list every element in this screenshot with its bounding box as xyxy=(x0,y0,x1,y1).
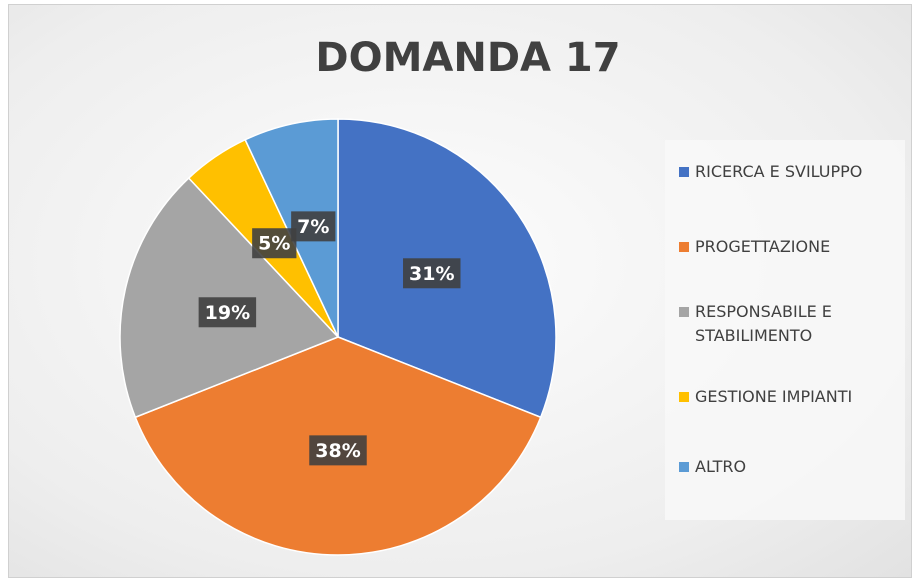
data-label xyxy=(252,228,297,259)
legend-label: GESTIONE IMPIANTI xyxy=(695,387,853,406)
data-label-text: 19% xyxy=(205,302,250,324)
data-label-text: 5% xyxy=(258,233,290,255)
legend: RICERCA E SVILUPPO PROGETTAZIONE RESPONSAB… xyxy=(665,140,905,520)
legend-swatch xyxy=(679,242,689,252)
data-label-text: 7% xyxy=(297,216,329,238)
data-label-box xyxy=(198,297,257,328)
legend-label: ALTRO xyxy=(695,457,747,476)
data-label-box xyxy=(403,258,461,289)
legend-swatch xyxy=(679,462,689,472)
chart-title: DOMANDA 17 xyxy=(315,35,620,81)
legend-entry: ALTRO xyxy=(679,455,901,479)
legend-entry: RICERCA E SVILUPPO xyxy=(679,160,901,184)
legend-label: PROGETTAZIONE xyxy=(695,237,831,256)
legend-entry: PROGETTAZIONE xyxy=(679,235,901,259)
legend-entry: RESPONSABILE E STABILIMENTO xyxy=(679,300,901,348)
legend-swatch xyxy=(679,392,689,402)
data-label-box xyxy=(252,228,297,259)
legend-label: RICERCA E SVILUPPO xyxy=(695,162,863,181)
data-label xyxy=(309,435,367,466)
data-label-text: 38% xyxy=(315,440,360,462)
legend-label: RESPONSABILE E STABILIMENTO xyxy=(695,302,832,345)
data-label-box xyxy=(291,211,336,242)
data-label-text: 31% xyxy=(409,263,454,285)
legend-swatch xyxy=(679,307,689,317)
data-label xyxy=(403,258,461,289)
legend-entry: GESTIONE IMPIANTI xyxy=(679,385,901,409)
legend-swatch xyxy=(679,167,689,177)
data-label-box xyxy=(309,435,367,466)
data-label xyxy=(198,297,257,328)
data-label xyxy=(291,211,336,242)
